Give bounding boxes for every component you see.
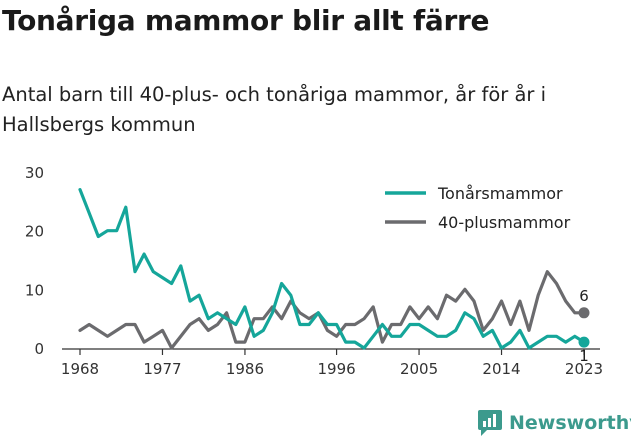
series-line-40-plusmammor	[78, 270, 586, 350]
x-tick-label: 1977	[143, 360, 181, 378]
legend: Tonårsmammor 40-plusmammor	[385, 184, 571, 232]
series-layer: 16	[78, 188, 590, 365]
y-axis: 0 10 20 30	[25, 164, 44, 358]
x-tick-label: 2005	[400, 360, 438, 378]
x-tick-label: 2023	[565, 360, 603, 378]
end-label-tonarsmammor: 1	[579, 347, 589, 365]
newsworthy-wordmark: Newsworthy	[509, 412, 631, 434]
newsworthy-logo-icon	[478, 410, 502, 436]
y-tick-label: 30	[25, 164, 44, 182]
series-line-tonarsmammor	[78, 188, 586, 350]
y-tick-label: 0	[34, 340, 44, 358]
chart-subtitle: Antal barn till 40-plus- och tonåriga ma…	[2, 83, 547, 136]
x-tick-label: 1996	[317, 360, 355, 378]
end-point-40-plusmammor	[578, 307, 590, 319]
y-tick-label: 20	[25, 223, 44, 241]
x-axis: 1968 1977 1986 1996 2005 2014 2023	[61, 348, 603, 378]
legend-label: Tonårsmammor	[437, 184, 563, 203]
x-tick-label: 2014	[482, 360, 520, 378]
x-tick-label: 1968	[61, 360, 99, 378]
y-tick-label: 10	[25, 281, 44, 299]
x-tick-label: 1986	[226, 360, 264, 378]
legend-label: 40-plusmammor	[438, 213, 571, 232]
chart-title: Tonåriga mammor blir allt färre	[2, 4, 490, 37]
end-label-40-plusmammor: 6	[579, 287, 589, 305]
end-point-tonarsmammor	[578, 336, 590, 348]
newsworthy-brand[interactable]: Newsworthy	[477, 408, 631, 438]
